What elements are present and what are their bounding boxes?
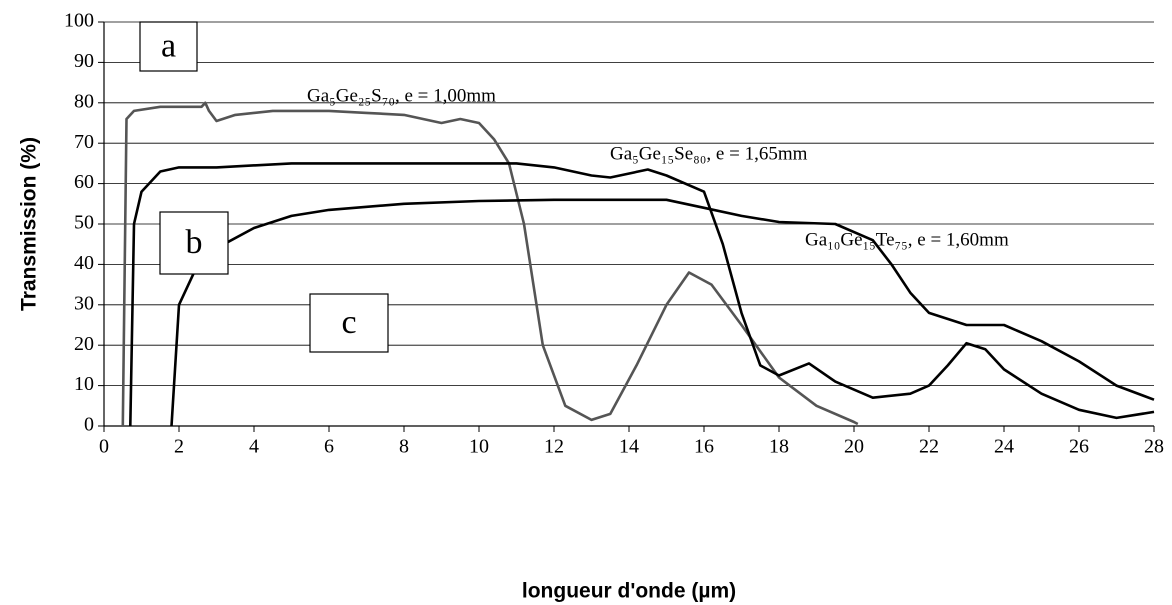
- y-tick-label: 70: [74, 131, 94, 153]
- y-axis-title: Transmission (%): [18, 137, 41, 311]
- x-tick-label: 4: [249, 436, 259, 458]
- x-tick-label: 10: [469, 436, 489, 458]
- x-tick-label: 18: [769, 436, 789, 458]
- y-tick-label: 60: [74, 171, 94, 193]
- x-tick-label: 26: [1069, 436, 1089, 458]
- x-tick-label: 2: [174, 436, 184, 458]
- x-tick-label: 12: [544, 436, 564, 458]
- x-tick-label: 6: [324, 436, 334, 458]
- series-label: Ga₅Ge₁₅Se₈₀, e = 1,65mm: [610, 143, 808, 164]
- x-tick-label: 8: [399, 436, 409, 458]
- annotation: b: [186, 224, 203, 261]
- series-label: Ga₁₀Ge₁₅Te₇₅, e = 1,60mm: [805, 229, 1009, 250]
- annotation-box: [309, 293, 389, 353]
- x-tick-label: 28: [1144, 436, 1164, 458]
- annotation: c: [341, 304, 356, 341]
- y-tick-label: 50: [74, 212, 94, 234]
- y-tick-label: 40: [74, 252, 94, 274]
- y-tick-label: 100: [64, 10, 94, 32]
- x-axis-title: longueur d'onde (µm): [522, 580, 736, 603]
- x-tick-label: 22: [919, 436, 939, 458]
- series-line: [170, 198, 1155, 427]
- x-tick-label: 24: [994, 436, 1014, 458]
- series-line: [129, 162, 1155, 427]
- annotation: a: [161, 27, 176, 64]
- series-label: Ga₅Ge₂₅S₇₀, e = 1,00mm: [307, 85, 496, 106]
- y-tick-label: 10: [74, 373, 94, 395]
- y-tick-label: 0: [84, 414, 94, 436]
- y-tick-label: 80: [74, 90, 94, 112]
- x-tick-label: 16: [694, 436, 714, 458]
- x-tick-label: 14: [619, 436, 639, 458]
- x-tick-label: 20: [844, 436, 864, 458]
- y-tick-label: 20: [74, 333, 94, 355]
- x-tick-label: 0: [99, 436, 109, 458]
- series-line: [121, 101, 859, 427]
- annotation-box: [159, 211, 229, 275]
- annotation-box: [139, 21, 198, 72]
- y-tick-label: 30: [74, 292, 94, 314]
- y-tick-label: 90: [74, 50, 94, 72]
